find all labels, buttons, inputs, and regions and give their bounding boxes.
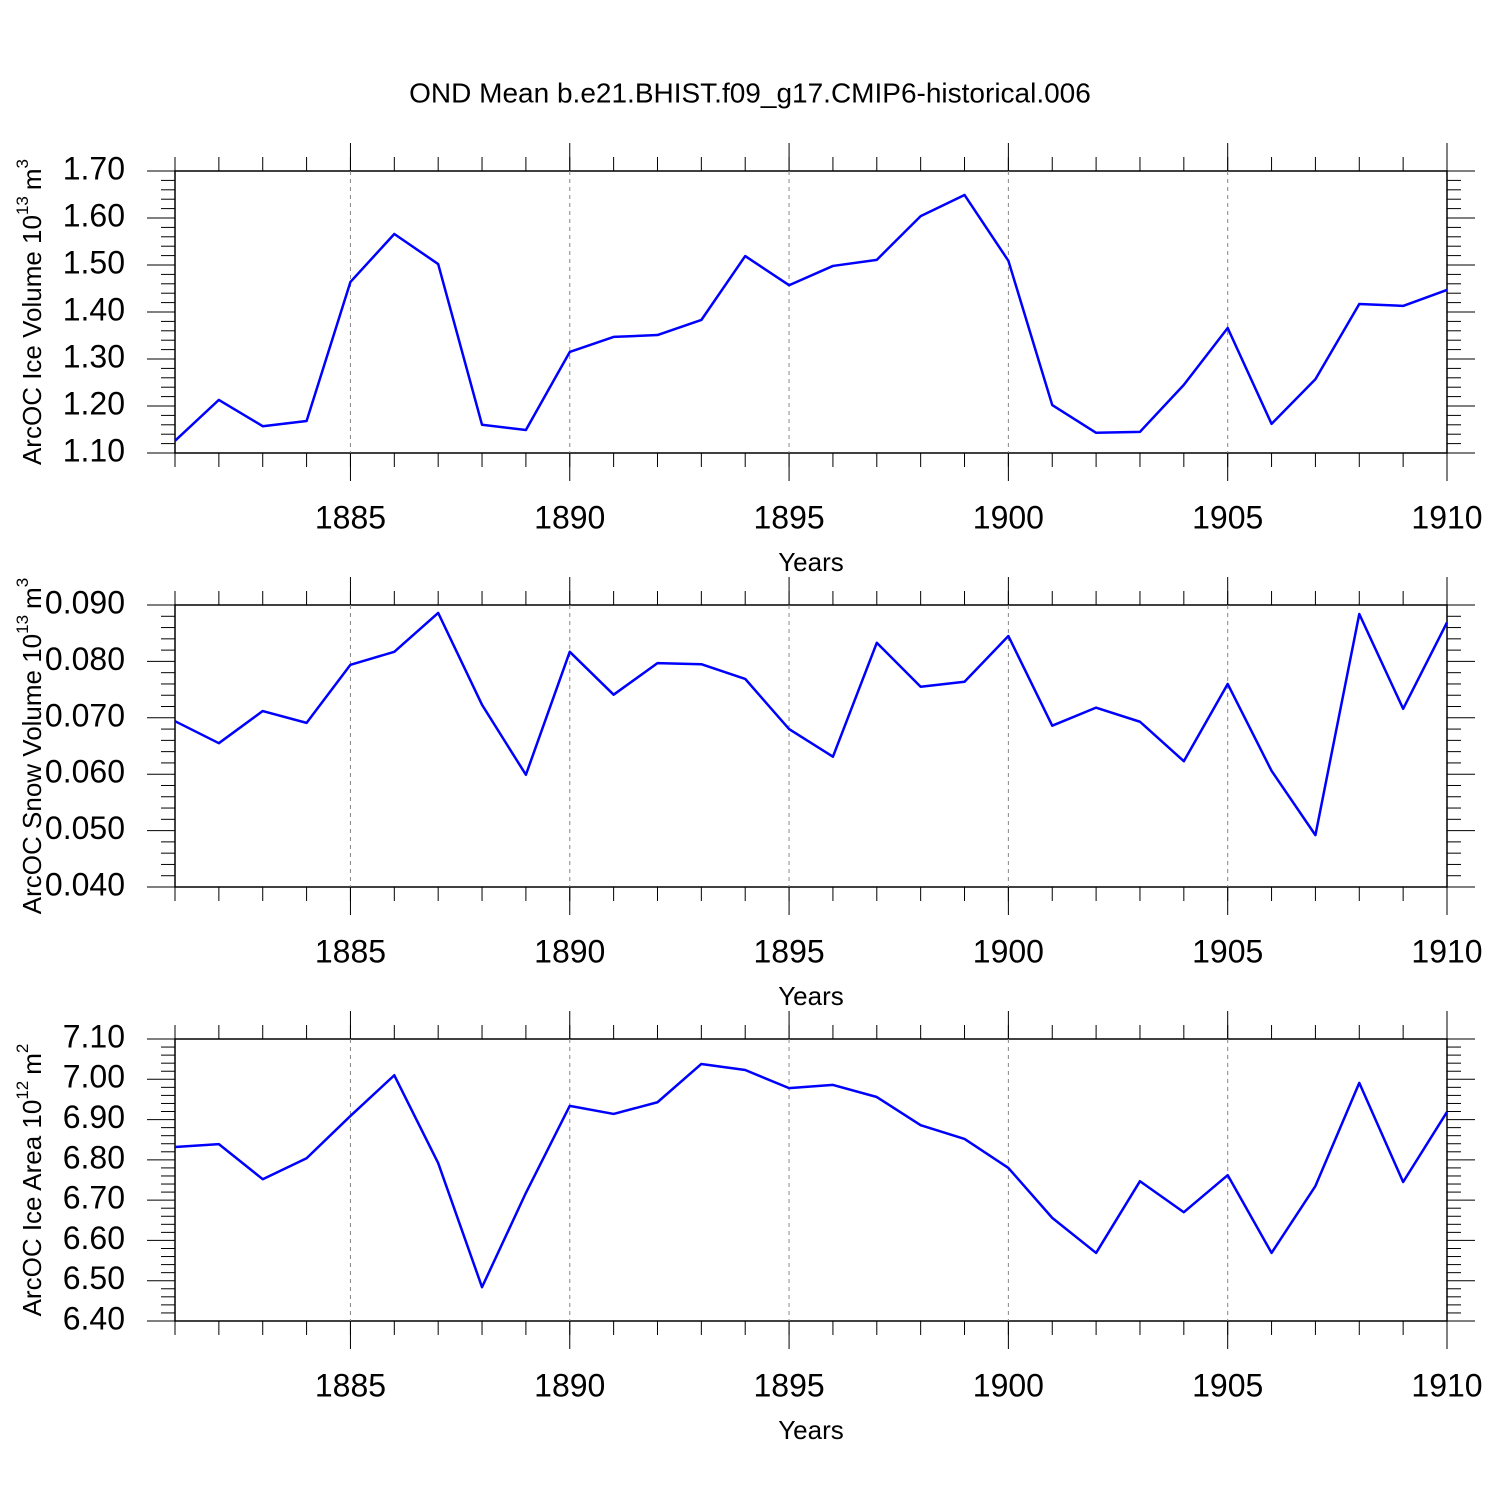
y-tick-label: 6.80: [63, 1139, 125, 1175]
y-tick-label: 0.050: [45, 810, 125, 846]
plot-frame: [174, 170, 1448, 454]
x-axis-label: Years: [778, 547, 844, 577]
x-axis-label: Years: [778, 1415, 844, 1445]
y-axis-label-part: m: [17, 168, 47, 190]
x-tick-label: 1885: [315, 499, 386, 535]
y-tick-label: 0.080: [45, 641, 125, 677]
x-axis-label: Years: [778, 981, 844, 1011]
data-line: [174, 611, 1449, 837]
y-axis-label-part: m: [17, 1053, 47, 1075]
y-axis-label-part: ArcOC Snow Volume 10: [17, 634, 47, 914]
x-tick-label: 1890: [534, 1367, 605, 1403]
y-tick-label: 1.70: [63, 150, 125, 186]
data-line: [174, 193, 1448, 442]
data-line: [174, 1062, 1449, 1289]
y-tick-label: 6.40: [63, 1300, 125, 1336]
chart-title: OND Mean b.e21.BHIST.f09_g17.CMIP6-histo…: [409, 77, 1091, 108]
y-axis-label-exponent: 13: [13, 196, 32, 215]
y-axis-label-part: ArcOC Ice Volume 10: [17, 215, 47, 465]
y-tick-label: 0.060: [45, 754, 125, 790]
y-axis-label-exponent: 3: [13, 159, 32, 168]
y-axis-label: ArcOC Snow Volume 1013 m3: [13, 578, 47, 914]
y-tick-label: 6.60: [63, 1220, 125, 1256]
y-axis-label-exponent: 3: [13, 578, 32, 587]
y-tick-label: 0.040: [45, 866, 125, 902]
plot-frame: [174, 604, 1448, 888]
x-tick-label: 1885: [315, 933, 386, 969]
y-axis-label-part: m: [17, 587, 47, 609]
y-tick-label: 7.00: [63, 1059, 125, 1095]
y-tick-label: 1.50: [63, 244, 125, 280]
x-tick-label: 1910: [1411, 933, 1482, 969]
y-tick-label: 6.90: [63, 1099, 125, 1135]
y-axis-label-exponent: 2: [13, 1044, 32, 1053]
y-tick-label: 7.10: [63, 1018, 125, 1054]
x-tick-label: 1905: [1192, 499, 1263, 535]
x-tick-label: 1895: [753, 1367, 824, 1403]
y-tick-label: 6.70: [63, 1180, 125, 1216]
x-tick-label: 1910: [1411, 1367, 1482, 1403]
y-axis-label-exponent: 12: [13, 1081, 32, 1100]
y-axis-label: ArcOC Ice Volume 1013 m3: [13, 159, 47, 465]
y-tick-label: 1.60: [63, 197, 125, 233]
plot-frame: [174, 1038, 1448, 1322]
x-tick-label: 1905: [1192, 933, 1263, 969]
x-tick-label: 1905: [1192, 1367, 1263, 1403]
y-tick-label: 1.10: [63, 432, 125, 468]
y-axis-label-exponent: 13: [13, 615, 32, 634]
x-tick-label: 1890: [534, 499, 605, 535]
y-tick-label: 6.50: [63, 1260, 125, 1296]
y-tick-label: 0.070: [45, 697, 125, 733]
x-tick-label: 1910: [1411, 499, 1482, 535]
y-tick-label: 0.090: [45, 584, 125, 620]
y-tick-label: 1.30: [63, 338, 125, 374]
x-tick-label: 1895: [753, 499, 824, 535]
y-axis-label: ArcOC Ice Area 1012 m2: [13, 1044, 47, 1317]
x-tick-label: 1900: [973, 1367, 1044, 1403]
x-tick-label: 1890: [534, 933, 605, 969]
x-tick-label: 1885: [315, 1367, 386, 1403]
y-axis-label-part: ArcOC Ice Area 10: [17, 1100, 47, 1317]
x-tick-label: 1895: [753, 933, 824, 969]
y-tick-label: 1.40: [63, 291, 125, 327]
x-tick-label: 1900: [973, 933, 1044, 969]
y-tick-label: 1.20: [63, 385, 125, 421]
x-tick-label: 1900: [973, 499, 1044, 535]
